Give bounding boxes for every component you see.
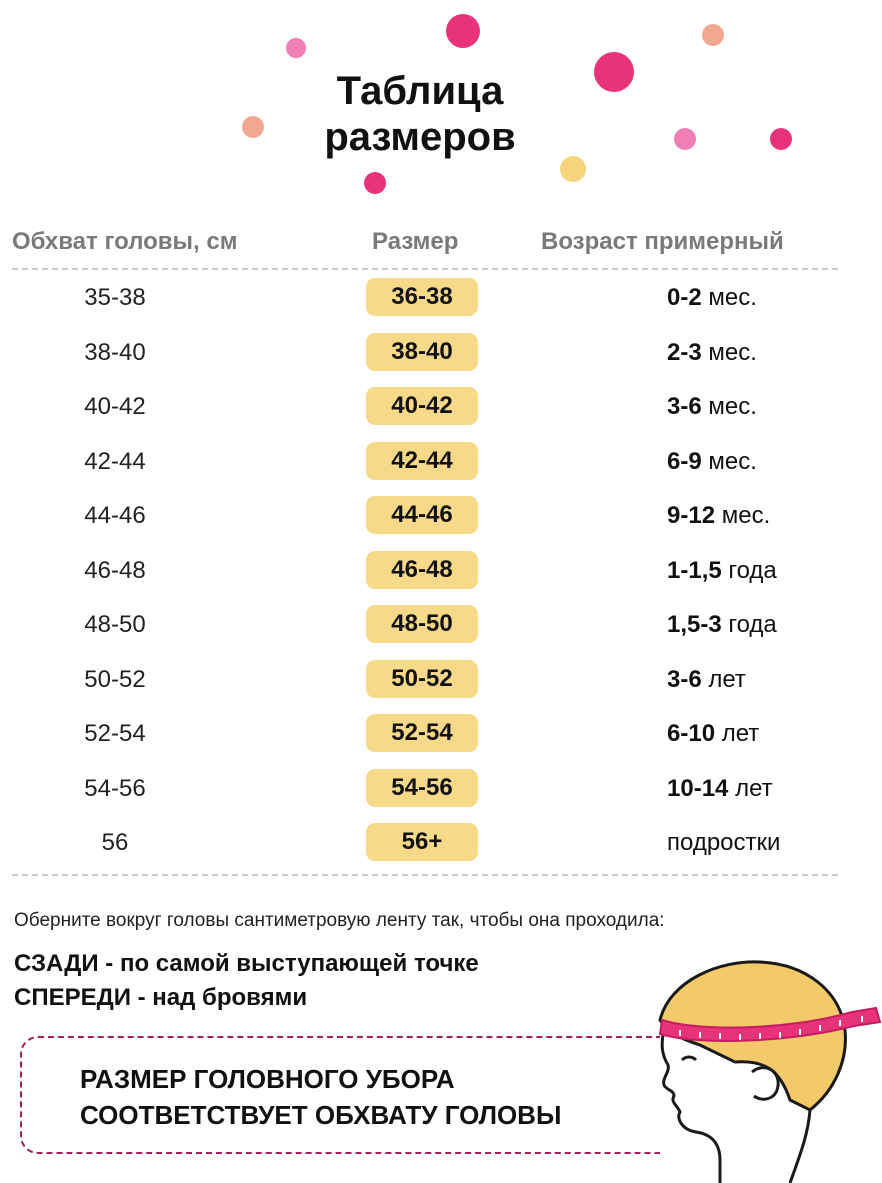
dot-decor	[364, 172, 386, 194]
girth-cell: 40-42	[84, 393, 146, 420]
size-badge: 44-46	[366, 496, 478, 534]
table-bottom-divider	[12, 874, 838, 876]
header-size: Размер	[372, 228, 459, 255]
size-badge: 48-50	[366, 605, 478, 643]
child-head-illustration-icon	[658, 960, 882, 1183]
age-number: 6-9	[667, 447, 702, 475]
age-unit: лет	[721, 720, 760, 747]
age-unit: подростки	[667, 829, 781, 856]
dot-decor	[702, 24, 724, 46]
age-unit: мес.	[708, 447, 757, 475]
dot-decor	[770, 128, 792, 150]
girth-cell: 52-54	[84, 720, 146, 747]
size-badge: 36-38	[366, 278, 478, 316]
girth-cell: 54-56	[84, 774, 146, 802]
age-cell: 6-9 мес.	[667, 448, 757, 476]
dot-decor	[560, 156, 586, 182]
girth-cell: 44-46	[84, 502, 146, 529]
callout-line-2: СООТВЕТСТВУЕТ ОБХВАТУ ГОЛОВЫ	[80, 1100, 562, 1130]
age-number: 10-14	[667, 774, 729, 802]
size-badge: 46-48	[366, 550, 478, 589]
size-badge: 38-40	[366, 332, 478, 371]
age-unit: мес.	[708, 338, 757, 366]
measure-back: СЗАДИ - по самой выступающей точке	[14, 950, 479, 977]
table-row: 46-48 46-48 1-1,5 года	[0, 543, 882, 598]
size-table: 35-38 36-38 0-2 мес. 38-40 38-40 2-3 мес…	[0, 270, 882, 870]
age-number: 0-2	[667, 284, 702, 311]
age-unit: мес.	[708, 284, 757, 311]
table-row: 42-44 42-44 6-9 мес.	[0, 434, 882, 489]
age-number: 9-12	[667, 502, 716, 529]
dot-decor	[242, 116, 264, 138]
callout-line-1: РАЗМЕР ГОЛОВНОГО УБОРА	[80, 1064, 455, 1094]
girth-cell: 56	[101, 829, 129, 856]
callout-box	[20, 1036, 660, 1154]
age-cell: 6-10 лет	[667, 720, 759, 748]
girth-cell: 35-38	[84, 284, 146, 311]
table-row: 48-50 48-50 1,5-3 года	[0, 597, 882, 652]
table-row: 40-42 40-42 3-6 мес.	[0, 379, 882, 434]
age-cell: 1,5-3 года	[667, 611, 777, 639]
girth-cell: 50-52	[84, 665, 146, 693]
age-cell: 3-6 мес.	[667, 393, 757, 421]
age-number: 3-6	[667, 665, 702, 693]
decorative-dots	[0, 0, 882, 210]
age-cell: 1-1,5 года	[667, 557, 777, 585]
size-badge: 52-54	[366, 714, 478, 752]
age-unit: года	[728, 611, 777, 638]
title-line-1: Таблица	[336, 69, 504, 113]
title-line-2: размеров	[324, 115, 516, 159]
age-number: 6-10	[667, 720, 716, 747]
dot-decor	[594, 52, 634, 92]
table-row: 56 56+ подростки	[0, 815, 882, 870]
age-cell: 2-3 мес.	[667, 339, 757, 367]
measure-front: СПЕРЕДИ - над бровями	[14, 984, 308, 1011]
age-number: 2-3	[667, 338, 702, 366]
size-badge: 42-44	[366, 441, 478, 480]
header-age: Возраст примерный	[541, 228, 784, 255]
table-row: 52-54 52-54 6-10 лет	[0, 706, 882, 761]
header-head-girth: Обхват головы, см	[12, 228, 238, 255]
table-row: 50-52 50-52 3-6 лет	[0, 652, 882, 707]
girth-cell: 46-48	[84, 556, 146, 584]
age-unit: лет	[735, 774, 773, 802]
table-row: 38-40 38-40 2-3 мес.	[0, 325, 882, 380]
page-title: Таблица размеров	[290, 68, 550, 160]
header-divider	[12, 268, 838, 270]
age-cell: подростки	[667, 829, 780, 857]
dot-decor	[674, 128, 696, 150]
size-badge: 40-42	[366, 387, 478, 425]
girth-cell: 42-44	[84, 447, 146, 475]
table-row: 54-56 54-56 10-14 лет	[0, 761, 882, 816]
size-badge: 54-56	[366, 768, 478, 807]
age-number: 1-1,5	[667, 556, 722, 584]
size-badge: 56+	[366, 823, 478, 861]
age-cell: 3-6 лет	[667, 666, 746, 694]
dot-decor	[286, 38, 306, 58]
girth-cell: 48-50	[84, 611, 146, 638]
age-cell: 0-2 мес.	[667, 284, 757, 312]
size-badge: 50-52	[366, 659, 478, 698]
age-unit: мес.	[721, 502, 771, 529]
table-row: 35-38 36-38 0-2 мес.	[0, 270, 882, 325]
girth-cell: 38-40	[84, 338, 146, 366]
table-header: Обхват головы, см Размер Возраст примерн…	[0, 228, 882, 262]
age-number: 3-6	[667, 393, 702, 420]
dot-decor	[446, 14, 480, 48]
age-number: 1,5-3	[667, 611, 722, 638]
age-unit: года	[728, 556, 777, 584]
age-cell: 10-14 лет	[667, 775, 773, 803]
measure-intro: Оберните вокруг головы сантиметровую лен…	[14, 910, 665, 931]
age-unit: мес.	[708, 393, 757, 420]
age-unit: лет	[708, 665, 746, 693]
age-cell: 9-12 мес.	[667, 502, 770, 530]
table-row: 44-46 44-46 9-12 мес.	[0, 488, 882, 543]
